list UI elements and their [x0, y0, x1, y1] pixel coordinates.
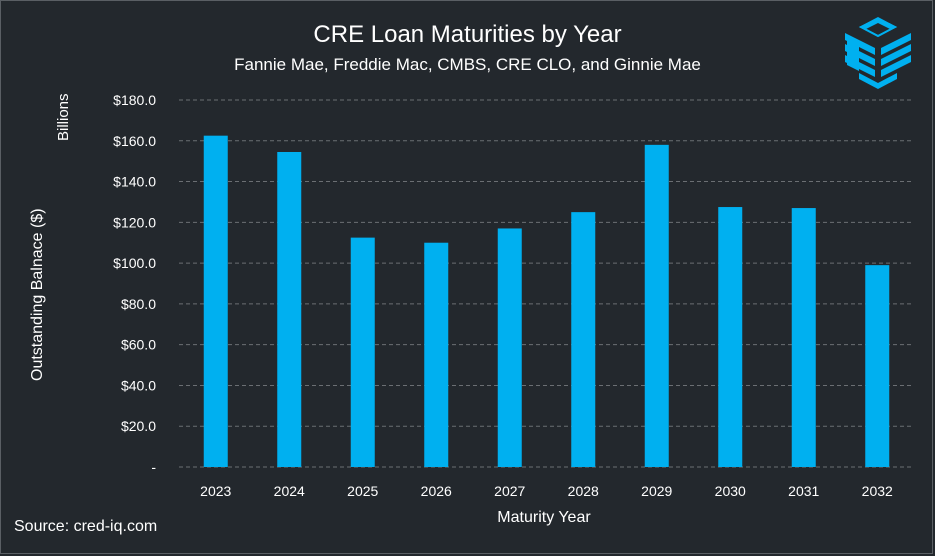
- unit-label: Billions: [55, 93, 72, 141]
- x-axis-label: Maturity Year: [497, 509, 591, 526]
- x-tick-label: 2032: [862, 483, 893, 499]
- x-tick-label: 2031: [788, 483, 819, 499]
- y-tick-label: $80.0: [121, 296, 156, 312]
- bar-2032: [865, 265, 890, 467]
- x-tick-label: 2024: [274, 483, 305, 499]
- x-tick-label: 2028: [568, 483, 599, 499]
- bar-2026: [424, 242, 449, 467]
- cube-logo-icon: [845, 17, 911, 89]
- x-tick-labels: 2023 2024 2025 2026 2027 2028 2029 2030 2031 2032: [200, 483, 893, 499]
- x-tick-label: 2027: [494, 483, 525, 499]
- y-tick-label: $40.0: [121, 377, 156, 393]
- y-tick-label: $160.0: [113, 133, 156, 149]
- y-tick-label: $180.0: [113, 92, 156, 108]
- bar-2030: [718, 207, 743, 467]
- bar-2027: [497, 228, 522, 467]
- bar-2029: [644, 144, 669, 467]
- bar-2025: [350, 237, 375, 467]
- x-tick-label: 2026: [421, 483, 452, 499]
- chart-subtitle: Fannie Mae, Freddie Mac, CMBS, CRE CLO, …: [234, 55, 701, 74]
- y-axis-label: Outstanding Balnace ($): [29, 208, 46, 381]
- bar-2031: [791, 208, 816, 468]
- bars: [203, 135, 890, 468]
- y-tick-label: $120.0: [113, 214, 156, 230]
- grid-lines: [179, 99, 914, 468]
- bar-2028: [571, 212, 596, 467]
- x-tick-label: 2025: [347, 483, 378, 499]
- x-tick-label: 2030: [715, 483, 746, 499]
- y-tick-label: -: [151, 459, 156, 475]
- bar-2023: [203, 135, 228, 468]
- x-tick-label: 2029: [641, 483, 672, 499]
- chart-title: CRE Loan Maturities by Year: [313, 21, 622, 48]
- x-tick-label: 2023: [200, 483, 231, 499]
- y-tick-labels: - $20.0 $40.0 $60.0 $80.0 $100.0 $120.0 $140.0 $…: [113, 92, 156, 475]
- y-tick-label: $60.0: [121, 337, 156, 353]
- source-note: Source: cred-iq.com: [14, 518, 158, 535]
- bar-2024: [277, 151, 302, 467]
- y-tick-label: $20.0: [121, 418, 156, 434]
- y-tick-label: $100.0: [113, 255, 156, 271]
- y-tick-label: $140.0: [113, 174, 156, 190]
